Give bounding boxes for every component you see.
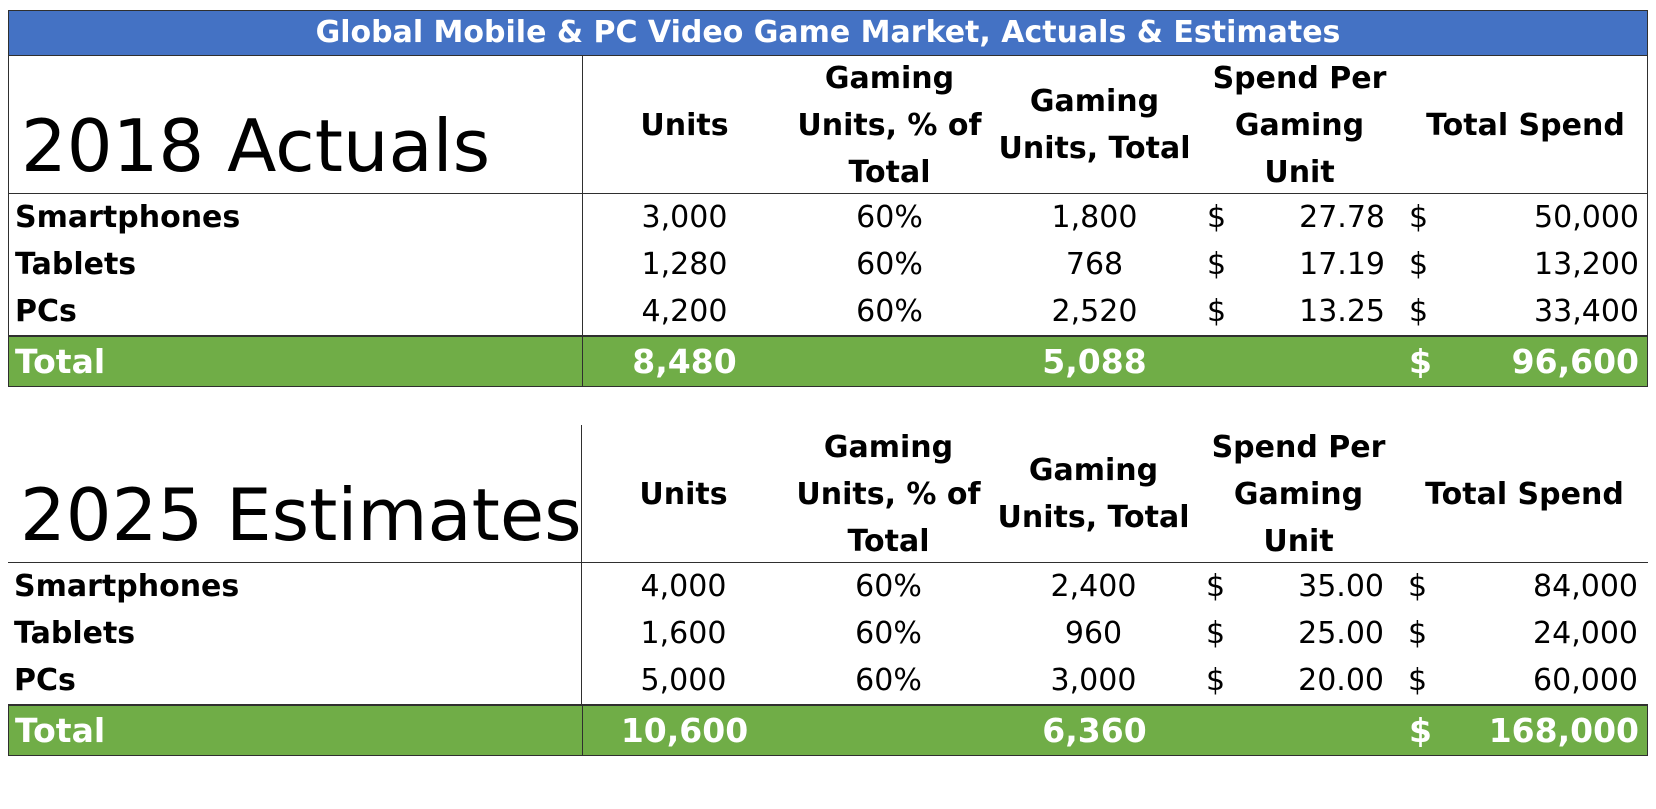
spend-per-unit-cell: 27.78 <box>1299 200 1385 235</box>
spend-per-unit-cell: 17.19 <box>1299 247 1385 282</box>
table-row: Tablets 1,280 60% 768 $ 17.19 $ 13,200 <box>8 241 1648 288</box>
currency-symbol: $ <box>1408 616 1428 651</box>
gaming-units-cell: 960 <box>1064 616 1123 651</box>
units-cell: 1,600 <box>640 616 727 651</box>
col-header-units: Units <box>639 476 728 512</box>
row-label: Tablets <box>14 616 136 651</box>
units-cell: 4,200 <box>641 294 728 329</box>
total-label: Total <box>15 711 106 750</box>
row-label: PCs <box>14 663 76 698</box>
total-spend-total-cell: 168,000 <box>1488 711 1639 750</box>
row-label: Smartphones <box>14 569 240 604</box>
currency-symbol: $ <box>1409 200 1429 235</box>
table-title: Global Mobile & PC Video Game Market, Ac… <box>8 10 1648 56</box>
estimates-heading: 2025 Estimates <box>20 473 582 557</box>
col-header-total-spend: Total Spend <box>1425 476 1624 512</box>
gaming-units-cell: 1,800 <box>1051 200 1138 235</box>
units-cell: 1,280 <box>641 247 728 282</box>
currency-symbol: $ <box>1408 569 1428 604</box>
pct-cell: 60% <box>856 247 923 282</box>
col-header-gaming-units: Gaming Units, Total <box>997 453 1190 535</box>
pct-cell: 60% <box>855 616 922 651</box>
spend-per-unit-cell: 25.00 <box>1298 616 1384 651</box>
currency-symbol: $ <box>1409 342 1432 381</box>
gaming-units-cell: 2,520 <box>1051 294 1138 329</box>
gaming-units-cell: 2,400 <box>1050 569 1137 604</box>
table-row: PCs 4,200 60% 2,520 $ 13.25 $ 33,400 <box>8 288 1648 335</box>
currency-symbol: $ <box>1206 663 1226 698</box>
spend-per-unit-cell: 20.00 <box>1298 663 1384 698</box>
currency-symbol: $ <box>1207 200 1227 235</box>
total-gaming-units-cell: 6,360 <box>1042 711 1147 750</box>
table-row: PCs 5,000 60% 3,000 $ 20.00 $ 60,000 <box>8 657 1648 704</box>
table-row: Smartphones 4,000 60% 2,400 $ 35.00 $ 84… <box>8 563 1648 610</box>
total-spend-cell: 60,000 <box>1533 663 1638 698</box>
spend-per-unit-cell: 35.00 <box>1298 569 1384 604</box>
currency-symbol: $ <box>1409 247 1429 282</box>
total-units-cell: 10,600 <box>620 711 749 750</box>
currency-symbol: $ <box>1207 247 1227 282</box>
total-units-cell: 8,480 <box>632 342 737 381</box>
total-spend-cell: 33,400 <box>1534 294 1639 329</box>
pct-cell: 60% <box>855 663 922 698</box>
gaming-units-cell: 3,000 <box>1050 663 1137 698</box>
col-header-total-spend: Total Spend <box>1426 107 1625 143</box>
pct-cell: 60% <box>855 569 922 604</box>
col-header-spend-per-unit: Spend Per Gaming Unit <box>1211 429 1386 559</box>
row-label: Smartphones <box>15 200 241 235</box>
pct-cell: 60% <box>856 294 923 329</box>
total-spend-cell: 84,000 <box>1533 569 1638 604</box>
col-header-pct: Gaming Units, % of Total <box>796 429 981 559</box>
total-spend-cell: 24,000 <box>1533 616 1638 651</box>
spend-per-unit-cell: 13.25 <box>1299 294 1385 329</box>
total-spend-cell: 50,000 <box>1534 200 1639 235</box>
currency-symbol: $ <box>1409 294 1429 329</box>
actuals-header: 2018 Actuals Units Gaming Units, % of Tota… <box>8 56 1648 194</box>
col-header-spend-per-unit: Spend Per Gaming Unit <box>1212 60 1387 190</box>
row-label: PCs <box>15 294 77 329</box>
currency-symbol: $ <box>1408 663 1428 698</box>
currency-symbol: $ <box>1206 569 1226 604</box>
col-header-units: Units <box>640 107 729 143</box>
table-row: Smartphones 3,000 60% 1,800 $ 27.78 $ 50… <box>8 194 1648 241</box>
currency-symbol: $ <box>1207 294 1227 329</box>
col-header-gaming-units: Gaming Units, Total <box>998 84 1191 166</box>
total-row: Total 8,480 5,088 $ 96,600 <box>8 335 1648 387</box>
currency-symbol: $ <box>1206 616 1226 651</box>
pct-cell: 60% <box>856 200 923 235</box>
total-row: Total 10,600 6,360 $ 168,000 <box>8 704 1648 756</box>
total-label: Total <box>15 342 106 381</box>
actuals-heading: 2018 Actuals <box>21 104 491 188</box>
units-cell: 5,000 <box>640 663 727 698</box>
currency-symbol: $ <box>1409 711 1432 750</box>
col-header-pct: Gaming Units, % of Total <box>797 60 982 190</box>
total-spend-total-cell: 96,600 <box>1511 342 1639 381</box>
units-cell: 4,000 <box>640 569 727 604</box>
total-gaming-units-cell: 5,088 <box>1042 342 1147 381</box>
total-spend-cell: 13,200 <box>1534 247 1639 282</box>
gaming-units-cell: 768 <box>1065 247 1124 282</box>
row-label: Tablets <box>15 247 137 282</box>
estimates-header: 2025 Estimates Units Gaming Units, % of To… <box>8 425 1648 563</box>
table-row: Tablets 1,600 60% 960 $ 25.00 $ 24,000 <box>8 610 1648 657</box>
units-cell: 3,000 <box>641 200 728 235</box>
